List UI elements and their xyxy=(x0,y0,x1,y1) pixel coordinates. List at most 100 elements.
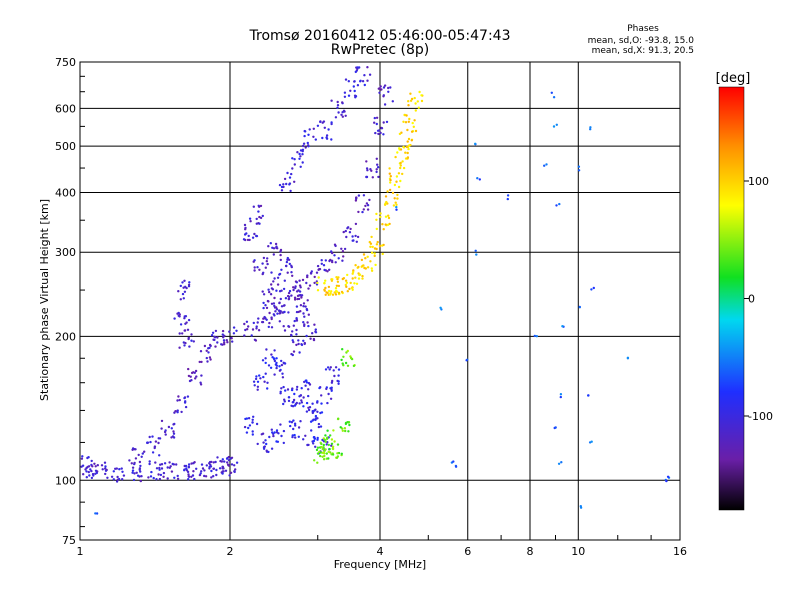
echo-point xyxy=(267,450,270,454)
echo-point xyxy=(324,286,327,290)
echo-point xyxy=(228,474,231,477)
echo-point xyxy=(302,302,306,305)
echo-point xyxy=(296,294,300,298)
echo-point xyxy=(325,437,329,441)
echo-point xyxy=(366,66,369,69)
echo-point xyxy=(478,178,481,181)
echo-point xyxy=(320,442,323,446)
echo-point xyxy=(401,172,404,176)
echo-point xyxy=(255,375,258,378)
echo-point xyxy=(265,449,268,452)
echo-point xyxy=(257,329,261,332)
echo-point xyxy=(299,286,302,289)
echo-point xyxy=(283,177,287,181)
echo-point xyxy=(138,460,142,464)
echo-point xyxy=(474,142,477,145)
echo-point xyxy=(270,326,274,329)
echo-point xyxy=(215,473,218,477)
echo-point xyxy=(399,161,402,165)
echo-point xyxy=(366,169,369,172)
echo-point xyxy=(183,401,187,404)
echo-point xyxy=(221,329,225,333)
echo-point xyxy=(278,365,281,368)
echo-point xyxy=(204,475,208,478)
echo-point xyxy=(316,264,320,268)
echo-point xyxy=(84,468,87,471)
echo-point xyxy=(151,435,154,438)
echo-point xyxy=(183,329,187,332)
echo-point xyxy=(341,429,344,432)
echo-point xyxy=(366,266,370,269)
echo-point xyxy=(384,223,387,226)
echo-point xyxy=(253,384,256,387)
echo-point xyxy=(317,425,321,429)
echo-point xyxy=(143,450,146,453)
echo-point xyxy=(411,121,414,125)
echo-point xyxy=(353,80,356,83)
echo-point xyxy=(266,262,269,266)
echo-point xyxy=(311,411,314,415)
echo-point xyxy=(247,417,251,420)
echo-point xyxy=(194,369,198,373)
echo-point xyxy=(216,341,219,344)
echo-point xyxy=(286,388,290,391)
echo-point xyxy=(187,478,190,481)
echo-point xyxy=(130,462,133,465)
echo-point xyxy=(173,476,176,479)
echo-point xyxy=(278,183,282,187)
echo-point xyxy=(310,429,313,432)
echo-point xyxy=(370,267,373,270)
echo-point xyxy=(391,100,394,103)
echo-point xyxy=(339,426,342,429)
echo-point xyxy=(316,400,319,403)
echo-point xyxy=(150,470,153,474)
echo-point xyxy=(256,266,259,269)
echo-point xyxy=(104,465,107,468)
echo-point xyxy=(314,331,318,334)
echo-point xyxy=(587,394,590,397)
echo-point xyxy=(364,257,367,260)
echo-point xyxy=(328,368,331,371)
echo-point xyxy=(131,447,135,450)
echo-point xyxy=(290,172,293,176)
echo-point xyxy=(104,467,107,470)
echo-point xyxy=(276,276,280,279)
echo-point xyxy=(399,179,402,183)
echo-point xyxy=(262,441,265,444)
echo-point xyxy=(323,126,326,129)
echo-point xyxy=(320,402,323,405)
echo-point xyxy=(337,291,341,295)
echo-point xyxy=(347,226,350,229)
echo-point xyxy=(325,137,329,140)
echo-point xyxy=(417,106,420,109)
echo-point xyxy=(321,136,324,140)
echo-point xyxy=(168,466,171,469)
echo-point xyxy=(395,203,398,206)
echo-point xyxy=(365,175,368,179)
echo-point xyxy=(244,328,247,332)
echo-point xyxy=(315,448,319,452)
echo-point xyxy=(314,138,317,141)
echo-point xyxy=(322,264,326,267)
echo-point xyxy=(313,323,316,326)
echo-point xyxy=(314,445,317,448)
echo-point xyxy=(183,396,186,400)
echo-point xyxy=(257,210,260,213)
echo-point xyxy=(342,230,345,234)
echo-point xyxy=(183,290,187,293)
echo-point xyxy=(116,475,119,479)
echo-point xyxy=(324,440,327,443)
echo-point xyxy=(270,428,273,431)
echo-point xyxy=(112,478,116,481)
echo-point xyxy=(336,100,339,104)
y-tick-label: 750 xyxy=(55,56,76,69)
echo-point xyxy=(299,420,302,423)
echo-point xyxy=(395,208,398,211)
echo-point xyxy=(348,423,351,427)
echo-point xyxy=(140,455,143,458)
echo-point xyxy=(325,443,328,446)
echo-point xyxy=(333,254,336,257)
echo-point xyxy=(201,467,205,470)
echo-point xyxy=(414,109,417,112)
echo-point xyxy=(173,317,176,320)
